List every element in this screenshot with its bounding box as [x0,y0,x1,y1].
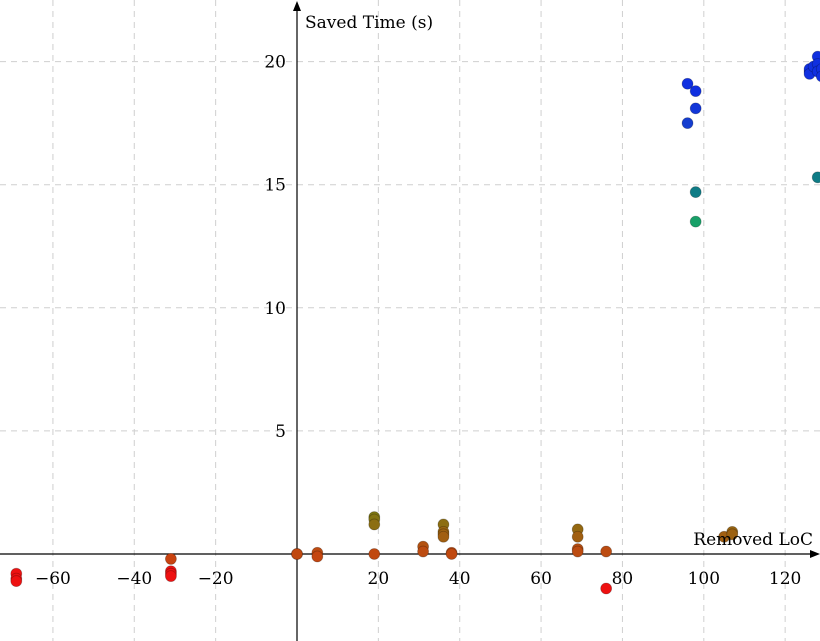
data-point-36 [689,186,702,198]
x-tick-label: 40 [449,569,471,589]
data-point-35 [681,117,694,130]
data-point-27 [600,545,613,558]
data-point-31 [726,528,739,541]
y-tick-label: 5 [275,422,286,442]
y-axis-label: Saved Time (s) [305,13,433,33]
data-point-10 [311,550,324,563]
tick-labels: −60 −40 −20 20 40 60 80 100 120 5 10 15 20 [35,53,801,589]
y-tick-label: 15 [264,176,286,196]
data-point-26 [571,545,584,558]
y-tick-label: 10 [264,299,286,319]
data-point-8 [291,548,303,560]
data-point-13 [368,518,381,531]
data-point-20 [437,530,450,543]
data-point-28 [600,582,613,595]
x-tick-label: 20 [368,569,390,589]
x-tick-label: 80 [612,569,634,589]
data-point-22 [445,548,458,560]
data-point-33 [689,85,702,98]
data-point-24 [571,530,584,543]
x-tick-label: −60 [35,569,71,589]
data-point-49 [811,171,820,184]
data-point-32 [681,77,694,90]
x-tick-label: 60 [530,569,552,589]
data-point-34 [689,102,702,115]
data-point-37 [689,215,702,228]
x-tick-label: 120 [769,569,801,589]
data-point-46 [815,70,820,82]
data-point-14 [368,548,381,560]
x-tick-label: −40 [116,569,152,589]
data-point-3 [164,553,177,565]
x-tick-label: −20 [198,569,234,589]
data-points [10,50,820,595]
x-axis-label: Removed LoC [693,530,813,550]
y-tick-label: 20 [264,53,286,73]
x-axis-arrow [810,550,820,558]
data-point-2 [10,575,23,587]
y-axis-arrow [293,1,301,11]
x-tick-label: 100 [688,569,720,589]
data-point-6 [164,570,177,583]
data-point-16 [417,545,430,558]
